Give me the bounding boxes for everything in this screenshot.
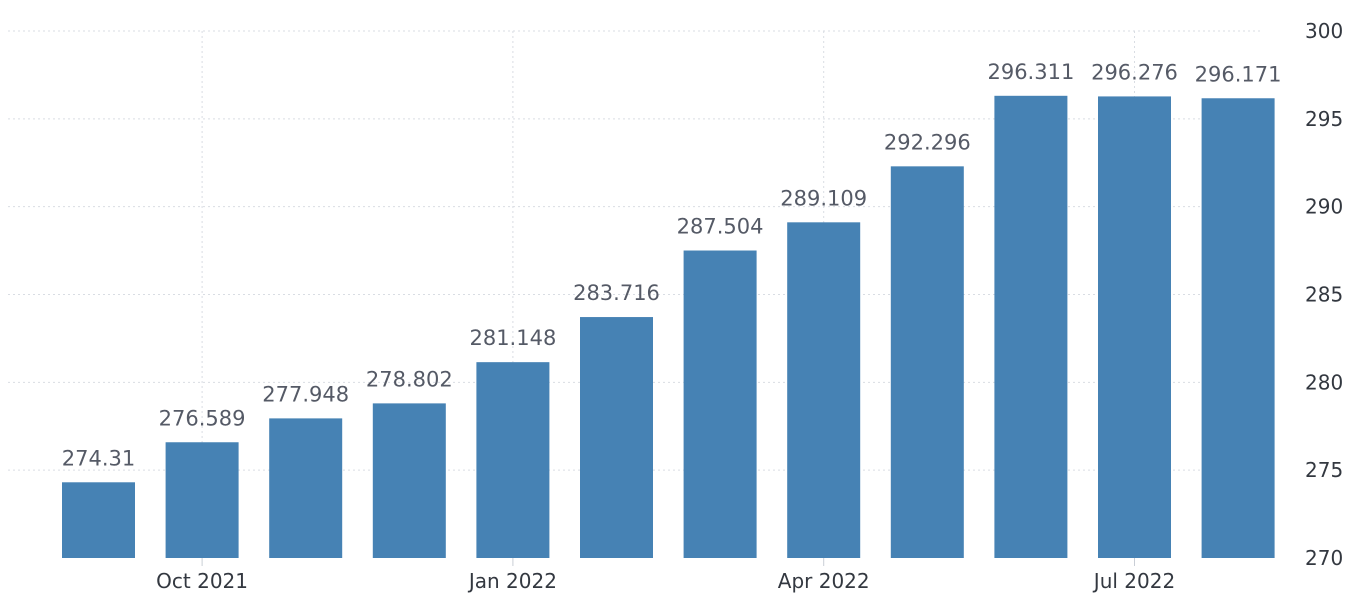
bar[interactable] bbox=[165, 442, 239, 558]
bar-value-label: 274.31 bbox=[62, 446, 135, 470]
y-tick-label: 270 bbox=[1305, 546, 1343, 570]
x-tick-label: Apr 2022 bbox=[778, 569, 870, 593]
x-tick-label: Oct 2021 bbox=[156, 569, 248, 593]
y-tick-label: 290 bbox=[1305, 195, 1343, 219]
x-axis: Oct 2021 Jan 2022 Apr 2022 Jul 2022 bbox=[156, 558, 1175, 593]
bar-value-label: 292.296 bbox=[884, 130, 971, 154]
bar[interactable] bbox=[1201, 98, 1275, 559]
bar[interactable] bbox=[62, 482, 135, 558]
bar-value-label: 283.716 bbox=[573, 281, 660, 305]
y-tick-label: 280 bbox=[1305, 370, 1343, 394]
bar-value-label: 278.802 bbox=[366, 367, 453, 391]
bar-value-label: 289.109 bbox=[780, 186, 867, 210]
bar[interactable] bbox=[372, 403, 446, 558]
bar[interactable] bbox=[580, 317, 653, 558]
bar[interactable] bbox=[787, 222, 861, 558]
y-tick-label: 275 bbox=[1305, 458, 1343, 482]
bar-value-label: 287.504 bbox=[677, 215, 764, 239]
bar-value-label: 296.276 bbox=[1091, 60, 1178, 84]
bar-value-label: 281.148 bbox=[469, 326, 556, 350]
bar-value-label: 276.589 bbox=[159, 406, 246, 430]
bar[interactable] bbox=[890, 166, 964, 558]
y-tick-label: 295 bbox=[1305, 107, 1343, 131]
x-tick-label: Jul 2022 bbox=[1092, 569, 1175, 593]
bars bbox=[62, 95, 1275, 559]
bar[interactable] bbox=[994, 95, 1068, 558]
bar[interactable] bbox=[269, 418, 343, 558]
bar[interactable] bbox=[476, 362, 550, 558]
bar-value-label: 296.311 bbox=[987, 60, 1074, 84]
bar[interactable] bbox=[683, 250, 757, 558]
x-tick-label: Jan 2022 bbox=[467, 569, 557, 593]
bar[interactable] bbox=[1098, 96, 1171, 558]
y-tick-label: 300 bbox=[1305, 19, 1343, 43]
value-labels: 274.31 276.589 277.948 278.802 281.148 283.71… bbox=[62, 60, 1282, 470]
y-axis: 270 275 280 285 290 295 300 bbox=[1305, 19, 1343, 570]
bar-value-label: 277.948 bbox=[262, 382, 349, 406]
bar-value-label: 296.171 bbox=[1195, 62, 1282, 86]
y-tick-label: 285 bbox=[1305, 283, 1343, 307]
